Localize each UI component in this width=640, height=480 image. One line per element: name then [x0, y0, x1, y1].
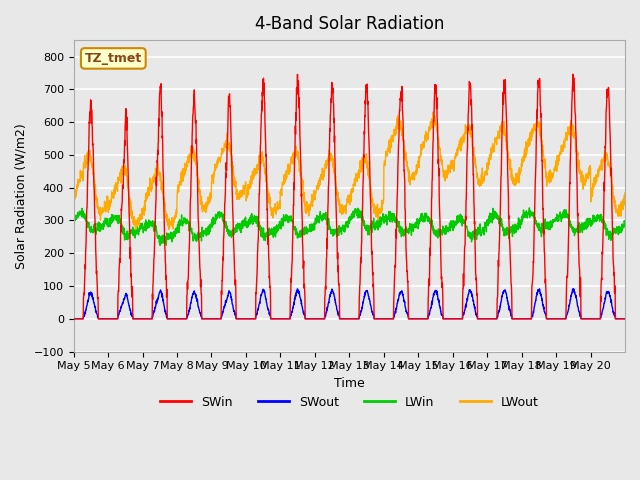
Title: 4-Band Solar Radiation: 4-Band Solar Radiation	[255, 15, 444, 33]
Legend: SWin, SWout, LWin, LWout: SWin, SWout, LWin, LWout	[155, 391, 544, 414]
Y-axis label: Solar Radiation (W/m2): Solar Radiation (W/m2)	[15, 123, 28, 269]
Text: TZ_tmet: TZ_tmet	[84, 52, 142, 65]
X-axis label: Time: Time	[334, 377, 365, 390]
